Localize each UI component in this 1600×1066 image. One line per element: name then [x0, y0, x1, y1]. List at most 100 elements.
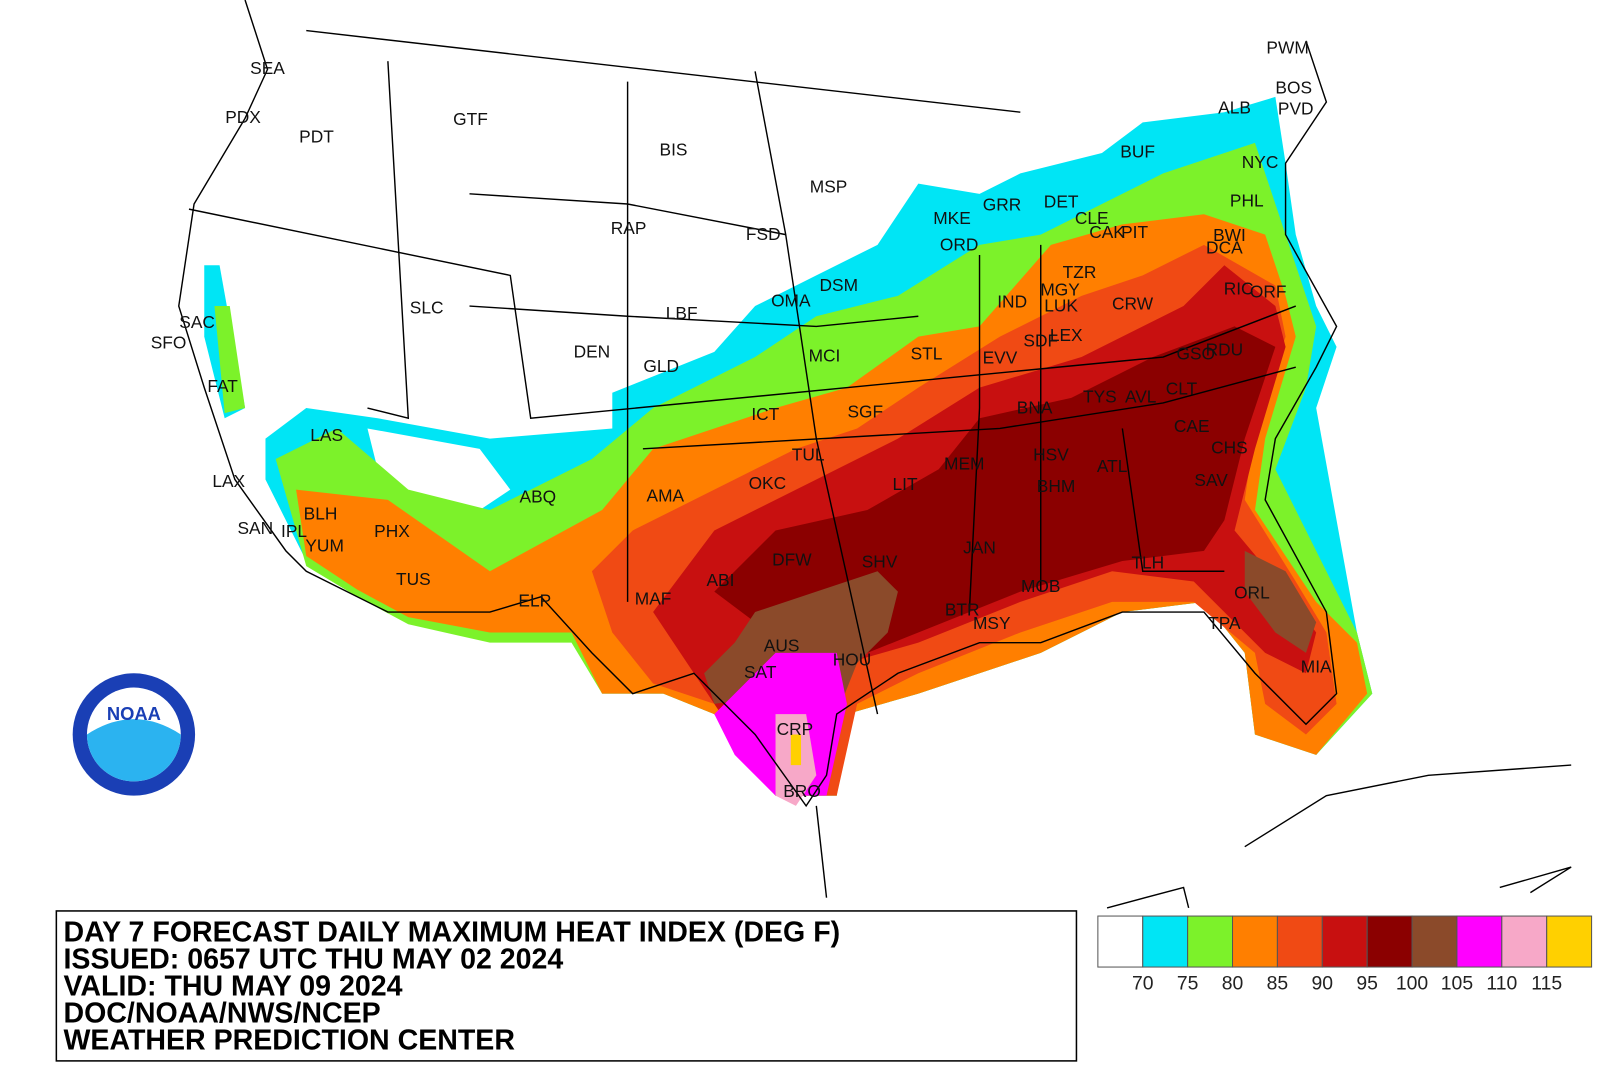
station-label: CLE	[1075, 208, 1109, 228]
legend-swatch	[1276, 915, 1323, 968]
station-label: MIA	[1301, 657, 1332, 677]
legend: 70 75 80 85 90 95 100 105 110 115	[1097, 915, 1593, 994]
legend-label: 100	[1396, 972, 1429, 994]
station-label: RDU	[1206, 339, 1244, 359]
title-line: DAY 7 FORECAST DAILY MAXIMUM HEAT INDEX …	[63, 917, 840, 949]
station-label: LIT	[893, 474, 918, 494]
station-label: SAN	[237, 518, 273, 538]
station-label: PDT	[299, 126, 334, 146]
logo-text: NOAA	[107, 703, 161, 724]
station-label: CAE	[1174, 416, 1210, 436]
legend-label: 115	[1531, 972, 1562, 994]
legend-label: 70	[1132, 972, 1154, 994]
station-label: STL	[911, 344, 943, 364]
station-label: PHL	[1230, 191, 1264, 211]
station-label: ALB	[1218, 98, 1251, 118]
station-label: CLT	[1166, 378, 1198, 398]
station-label: TUL	[792, 445, 825, 465]
station-label: BUF	[1120, 142, 1155, 162]
station-label: AVL	[1125, 386, 1157, 406]
station-label: BIS	[660, 140, 688, 160]
station-label: MSY	[973, 613, 1011, 633]
station-label: DET	[1044, 192, 1079, 212]
title-line: DOC/NOAA/NWS/NCEP	[63, 998, 380, 1030]
legend-swatch	[1546, 915, 1593, 968]
station-label: ORF	[1250, 281, 1287, 301]
station-label: EVV	[983, 348, 1018, 368]
legend-swatch	[1097, 915, 1144, 968]
station-label: PVD	[1278, 99, 1314, 119]
station-label: ICT	[751, 404, 779, 424]
station-label: YUM	[305, 535, 344, 555]
station-label: PHX	[374, 521, 410, 541]
legend-label: 90	[1312, 972, 1334, 994]
station-label: PDX	[225, 107, 261, 127]
station-label: PIT	[1121, 222, 1148, 242]
legend-swatch	[1456, 915, 1503, 968]
station-label: ORD	[940, 234, 979, 254]
station-label: LEX	[1050, 325, 1083, 345]
borders	[178, 0, 1572, 909]
station-label: FSD	[746, 224, 781, 244]
station-label: MGY	[1040, 279, 1080, 299]
station-label: TPA	[1208, 613, 1241, 633]
station-label: GTF	[453, 109, 488, 129]
title-line: WEATHER PREDICTION CENTER	[63, 1025, 515, 1057]
heat-regions	[204, 96, 1373, 806]
station-label: ORL	[1234, 582, 1270, 602]
station-label: ELP	[518, 590, 551, 610]
station-label: DCA	[1206, 237, 1243, 257]
station-label: DSM	[820, 275, 859, 295]
station-label: AMA	[647, 485, 685, 505]
station-label: BHM	[1037, 476, 1076, 496]
station-label: MCI	[809, 346, 841, 366]
station-label: MOB	[1021, 576, 1060, 596]
station-label: CHS	[1211, 437, 1248, 457]
station-label: IND	[997, 292, 1027, 312]
title-line: VALID: THU MAY 09 2024	[63, 971, 402, 1003]
station-label: GLD	[643, 356, 679, 376]
station-label: NYC	[1242, 152, 1279, 172]
station-label: GRR	[983, 195, 1022, 215]
station-label: BRO	[783, 781, 821, 801]
station-label: SEA	[250, 58, 285, 78]
station-label: LUK	[1044, 296, 1078, 316]
station-label: CRP	[777, 719, 814, 739]
station-label: BNA	[1017, 398, 1053, 418]
station-label: SGF	[847, 402, 883, 422]
station-label: TUS	[396, 569, 431, 589]
legend-label: 95	[1356, 972, 1378, 994]
station-label: IPL	[281, 521, 307, 541]
station-label: HOU	[833, 650, 872, 670]
station-label: CAK	[1089, 222, 1125, 242]
station-label: RIC	[1224, 278, 1254, 298]
station-label: BOS	[1275, 77, 1312, 97]
station-label: JAN	[963, 537, 996, 557]
station-label: HSV	[1033, 445, 1069, 465]
legend-label: 105	[1441, 972, 1473, 994]
station-label: SAV	[1194, 470, 1228, 490]
station-label: OMA	[771, 291, 811, 311]
station-label: SAC	[179, 312, 215, 332]
station-label: TLH	[1131, 553, 1164, 573]
legend-swatch	[1366, 915, 1413, 968]
station-label: AUS	[764, 635, 800, 655]
title-line: ISSUED: 0657 UTC THU MAY 02 2024	[63, 944, 563, 976]
station-label: MAF	[635, 588, 672, 608]
station-label: PWM	[1266, 38, 1308, 58]
station-label: TYS	[1083, 386, 1117, 406]
station-label: ABI	[706, 570, 734, 590]
station-label: TZR	[1063, 262, 1097, 282]
station-label: DEN	[574, 342, 611, 362]
station-label: BWI	[1213, 225, 1246, 245]
legend-swatch	[1501, 915, 1548, 968]
legend-swatch	[1321, 915, 1368, 968]
station-label: ABQ	[520, 486, 557, 506]
legend-label: 80	[1222, 972, 1244, 994]
station-label: SAT	[744, 662, 777, 682]
station-label: LBF	[666, 303, 698, 323]
station-label: ATL	[1097, 456, 1128, 476]
legend-swatch	[1411, 915, 1458, 968]
